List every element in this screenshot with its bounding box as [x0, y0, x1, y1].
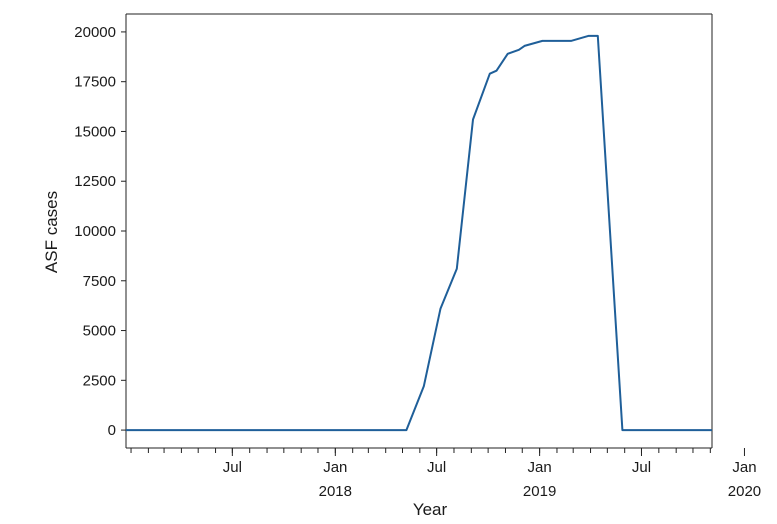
x-tick-label: Jan [528, 459, 552, 476]
y-tick-label: 15000 [74, 123, 116, 140]
x-ticks: Jul Jan 2018 Jul Jan 2019 Jul Jan 2020 [130, 448, 761, 500]
x-tick-label: Jul [427, 459, 446, 476]
x-tick-label: Jan [323, 459, 347, 476]
y-tick-label: 10000 [74, 223, 116, 240]
y-tick-label: 2500 [83, 372, 116, 389]
x-year-label: 2019 [523, 483, 556, 500]
series-group [126, 34, 712, 432]
y-tick-label: 5000 [83, 323, 116, 340]
x-axis-label: Year [413, 500, 448, 519]
y-tick-label: 17500 [74, 74, 116, 91]
y-tick-label: 0 [108, 422, 116, 439]
y-axis-label: ASF cases [42, 191, 61, 273]
y-axis: 0 2500 5000 7500 10000 12500 15000 17500 20000 [74, 14, 127, 448]
y-tick-label: 20000 [74, 24, 116, 41]
y-tick-label: 7500 [83, 273, 116, 290]
x-axis: Jul Jan 2018 Jul Jan 2019 Jul Jan 2020 [126, 13, 761, 500]
x-tick-label: Jul [632, 459, 651, 476]
series-line [126, 34, 712, 432]
x-year-label: 2018 [319, 483, 352, 500]
y-tick-label: 12500 [74, 173, 116, 190]
y-ticks: 0 2500 5000 7500 10000 12500 15000 17500 20000 [74, 24, 126, 439]
x-tick-label: Jul [223, 459, 242, 476]
x-year-label: 2020 [728, 483, 761, 500]
x-tick-label: Jan [732, 459, 756, 476]
